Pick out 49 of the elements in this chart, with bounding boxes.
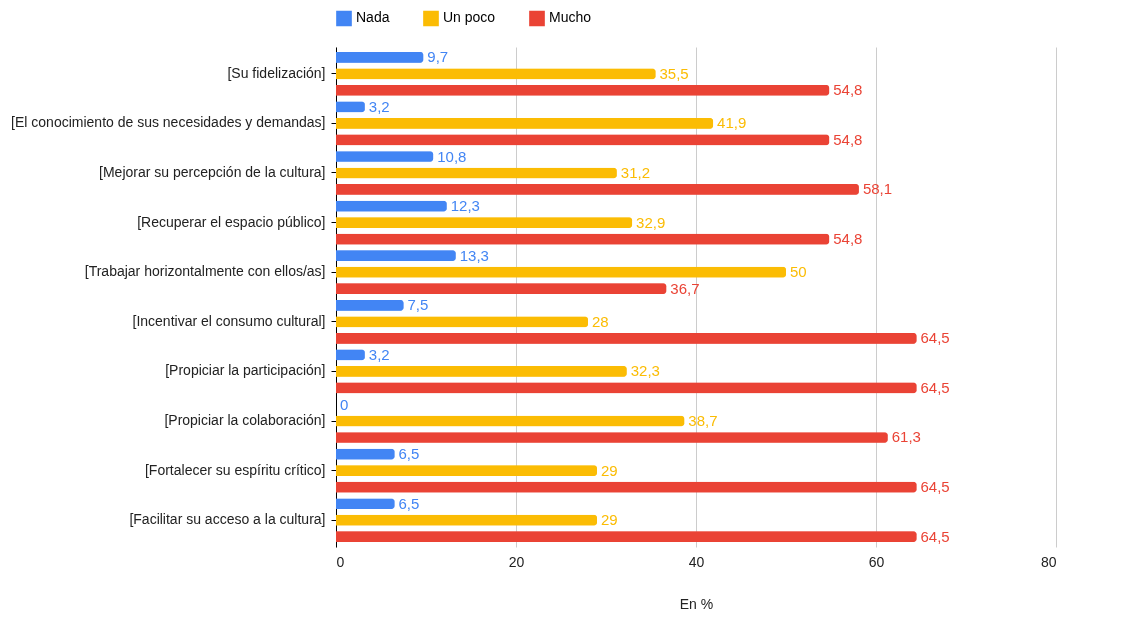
data-label: 28 bbox=[592, 312, 609, 330]
data-label: 6,5 bbox=[398, 445, 420, 463]
y-tick-label: [Propiciar la colaboración] bbox=[164, 412, 326, 429]
data-label: 61,3 bbox=[891, 428, 921, 446]
legend-label: Un poco bbox=[443, 9, 496, 26]
data-label: 3,2 bbox=[368, 97, 390, 115]
data-label: 38,7 bbox=[688, 412, 718, 430]
data-label: 13,3 bbox=[459, 246, 489, 264]
x-tick-label: 0 bbox=[336, 553, 345, 570]
y-tick-label: [Facilitar su acceso a la cultura] bbox=[129, 511, 326, 528]
data-label: 64,5 bbox=[920, 329, 950, 347]
x-axis-title: En % bbox=[679, 595, 714, 612]
y-tick-label: [Fortalecer su espíritu crítico] bbox=[144, 461, 326, 478]
data-label: 0 bbox=[340, 395, 349, 413]
data-label: 31,2 bbox=[620, 163, 650, 181]
data-label: 32,9 bbox=[636, 213, 666, 231]
data-label: 3,2 bbox=[368, 345, 390, 363]
data-label: 54,8 bbox=[833, 230, 863, 248]
legend-label: Mucho bbox=[549, 9, 592, 26]
data-label: 10,8 bbox=[437, 147, 467, 165]
data-label: 36,7 bbox=[670, 279, 700, 297]
data-label: 29 bbox=[601, 511, 618, 529]
y-tick-label: [Incentivar el consumo cultural] bbox=[132, 312, 326, 329]
x-tick-label: 40 bbox=[688, 553, 705, 570]
data-label: 64,5 bbox=[920, 378, 950, 396]
data-label: 9,7 bbox=[427, 48, 449, 66]
data-label: 12,3 bbox=[450, 197, 480, 215]
data-label: 41,9 bbox=[717, 114, 747, 132]
x-tick-label: 80 bbox=[1040, 553, 1057, 570]
data-label: 32,3 bbox=[630, 362, 660, 380]
legend-label: Nada bbox=[356, 9, 390, 26]
data-label: 64,5 bbox=[920, 527, 950, 545]
y-tick-label: [Propiciar la participación] bbox=[165, 362, 326, 379]
data-label: 54,8 bbox=[833, 81, 863, 99]
data-label: 54,8 bbox=[833, 130, 863, 148]
y-tick-label: [Trabajar horizontalmente con ellos/as] bbox=[84, 263, 326, 280]
data-label: 50 bbox=[790, 263, 807, 281]
data-label: 35,5 bbox=[659, 64, 689, 82]
data-label: 6,5 bbox=[398, 494, 420, 512]
data-label: 29 bbox=[601, 461, 618, 479]
data-label: 7,5 bbox=[407, 296, 429, 314]
data-label: 58,1 bbox=[862, 180, 893, 198]
y-tick-label: [Su fidelización] bbox=[227, 64, 326, 81]
data-label: 64,5 bbox=[920, 478, 950, 496]
y-tick-label: [Recuperar el espacio público] bbox=[137, 213, 326, 230]
y-tick-label: [Mejorar su percepción de la cultura] bbox=[99, 163, 326, 180]
y-tick-label: [El conocimiento de sus necesidades y demandas] bbox=[11, 114, 326, 131]
x-tick-label: 60 bbox=[868, 553, 885, 570]
x-tick-label: 20 bbox=[508, 553, 525, 570]
